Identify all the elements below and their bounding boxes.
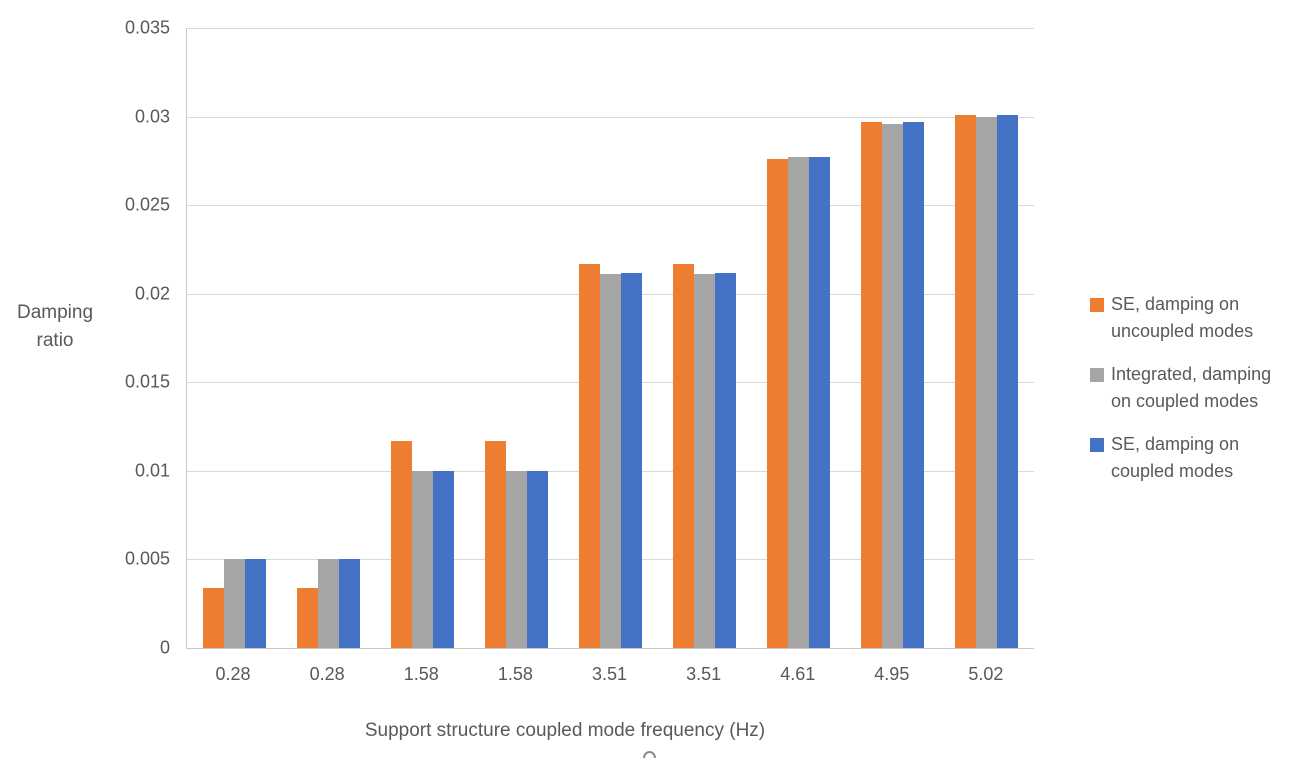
bar-series1-group2 bbox=[411, 470, 433, 648]
bar-series1-group7 bbox=[882, 123, 904, 648]
bar-series0-group4 bbox=[578, 263, 600, 648]
bar-series2-group8 bbox=[997, 114, 1019, 648]
bars-container bbox=[187, 28, 1034, 648]
y-tick-label: 0.005 bbox=[124, 548, 170, 569]
x-axis-title: Support structure coupled mode frequency… bbox=[364, 720, 766, 741]
legend-swatch-blue bbox=[1090, 438, 1104, 452]
x-tick-label: 1.58 bbox=[403, 664, 439, 684]
x-tick-label: 0.28 bbox=[309, 664, 345, 684]
bar-series1-group1 bbox=[317, 559, 339, 648]
x-tick-label: 3.51 bbox=[686, 664, 722, 684]
y-tick-label: 0.02 bbox=[134, 283, 170, 304]
bar-group-1.58-2 bbox=[375, 440, 469, 648]
bar-group-1.58-3 bbox=[469, 440, 563, 648]
bar-series0-group7 bbox=[861, 121, 883, 648]
legend-item-se-uncoupled: SE, damping on uncoupled modes bbox=[1090, 291, 1271, 345]
bar-group-4.95-7 bbox=[846, 121, 940, 648]
x-tick-label: 4.61 bbox=[780, 664, 816, 684]
bar-series2-group2 bbox=[432, 470, 454, 648]
legend-label-line: SE, damping on bbox=[1111, 434, 1240, 454]
bar-group-0.28-0 bbox=[187, 559, 281, 648]
y-axis-title-line1: Damping bbox=[16, 302, 94, 323]
gridline bbox=[187, 116, 1034, 118]
bar-series2-group4 bbox=[620, 272, 642, 648]
gridline bbox=[187, 205, 1034, 207]
bar-series0-group8 bbox=[955, 114, 977, 648]
x-axis-tick-labels: 0.28 0.28 1.58 1.58 3.51 3.51 4.61 4.95 … bbox=[186, 664, 1033, 685]
bar-series1-group8 bbox=[976, 116, 998, 648]
bar-series0-group1 bbox=[296, 587, 318, 648]
y-tick-label: 0.035 bbox=[124, 17, 170, 38]
bar-series2-group7 bbox=[903, 121, 925, 648]
legend-label-line: SE, damping on bbox=[1111, 294, 1240, 314]
bar-group-5.02-8 bbox=[940, 114, 1034, 648]
bar-series2-group3 bbox=[526, 470, 548, 648]
plot-area bbox=[186, 28, 1034, 649]
legend-label-line: on coupled modes bbox=[1111, 391, 1259, 411]
bar-group-4.61-6 bbox=[752, 157, 846, 648]
cropped-text-fragment bbox=[643, 751, 657, 758]
bar-series2-group5 bbox=[715, 272, 737, 648]
y-axis-title: Damping ratio bbox=[5, 299, 105, 355]
bar-group-3.51-5 bbox=[658, 263, 752, 648]
legend-item-se-coupled: SE, damping on coupled modes bbox=[1090, 431, 1271, 485]
legend-label: SE, damping on uncoupled modes bbox=[1111, 291, 1253, 345]
bar-series2-group1 bbox=[338, 559, 360, 648]
bar-series0-group6 bbox=[767, 159, 789, 648]
bar-series0-group3 bbox=[484, 440, 506, 648]
y-tick-label: 0 bbox=[159, 637, 170, 658]
bar-group-3.51-4 bbox=[563, 263, 657, 648]
legend-label: Integrated, damping on coupled modes bbox=[1111, 361, 1271, 415]
legend-label: SE, damping on coupled modes bbox=[1111, 431, 1239, 485]
legend-swatch-gray bbox=[1090, 368, 1104, 382]
x-tick-label: 4.95 bbox=[874, 664, 910, 684]
legend-label-line: coupled modes bbox=[1111, 461, 1234, 481]
y-tick-label: 0.025 bbox=[124, 194, 170, 215]
bar-series1-group0 bbox=[223, 559, 245, 648]
legend-label-line: Integrated, damping bbox=[1111, 364, 1272, 384]
bar-series0-group0 bbox=[202, 587, 224, 648]
cropped-glyph-arc bbox=[643, 751, 656, 758]
x-tick-label: 0.28 bbox=[215, 664, 251, 684]
bar-series1-group4 bbox=[599, 274, 621, 648]
bar-series1-group3 bbox=[505, 470, 527, 648]
x-tick-label: 1.58 bbox=[497, 664, 533, 684]
y-axis-tick-labels: 0.035 0.03 0.025 0.02 0.015 0.01 0.005 0 bbox=[40, 18, 170, 658]
gridline bbox=[187, 28, 1034, 29]
x-tick-label: 3.51 bbox=[591, 664, 628, 684]
bar-series1-group6 bbox=[788, 157, 810, 648]
legend: SE, damping on uncoupled modes Integrate… bbox=[1090, 291, 1271, 485]
bar-series2-group0 bbox=[244, 559, 266, 648]
x-tick-label: 5.02 bbox=[968, 664, 1004, 684]
y-axis-title-line2: ratio bbox=[36, 330, 74, 351]
y-tick-label: 0.01 bbox=[134, 460, 170, 481]
bar-series1-group5 bbox=[694, 274, 716, 648]
y-tick-label: 0.015 bbox=[124, 371, 170, 392]
legend-item-integrated-coupled: Integrated, damping on coupled modes bbox=[1090, 361, 1271, 415]
bar-series2-group6 bbox=[809, 157, 831, 648]
bar-series0-group2 bbox=[390, 440, 412, 648]
bar-group-0.28-1 bbox=[281, 559, 375, 648]
legend-swatch-orange bbox=[1090, 298, 1104, 312]
bar-series0-group5 bbox=[673, 263, 695, 648]
legend-label-line: uncoupled modes bbox=[1111, 321, 1254, 341]
y-tick-label: 0.03 bbox=[134, 106, 170, 127]
